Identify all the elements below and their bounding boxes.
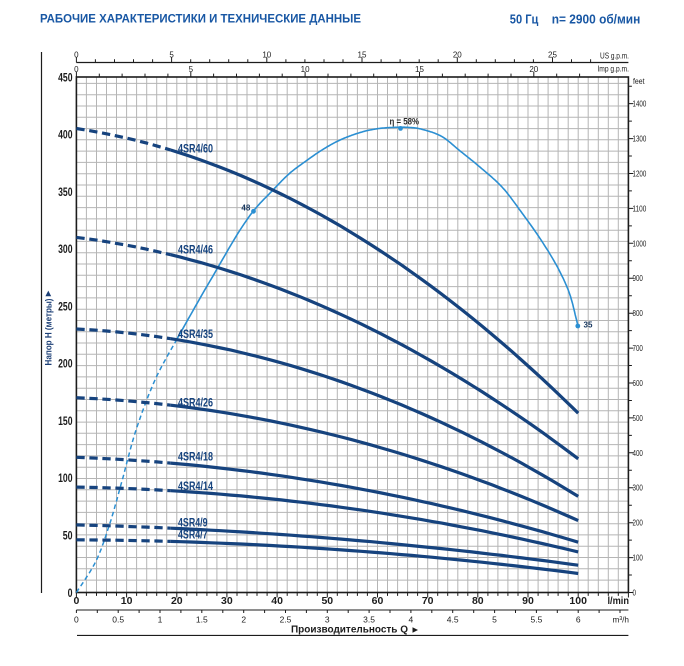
svg-text:1.5: 1.5 xyxy=(196,615,208,625)
svg-text:1400: 1400 xyxy=(633,99,647,109)
svg-text:50: 50 xyxy=(63,531,73,543)
svg-text:4SR4/35: 4SR4/35 xyxy=(178,327,213,341)
svg-text:n= 2900 об/мин: n= 2900 об/мин xyxy=(552,12,641,27)
svg-text:500: 500 xyxy=(633,413,644,423)
svg-text:3.5: 3.5 xyxy=(363,615,375,625)
svg-text:300: 300 xyxy=(58,244,72,256)
svg-text:20: 20 xyxy=(453,50,462,59)
svg-text:0: 0 xyxy=(74,65,79,74)
svg-text:800: 800 xyxy=(633,308,644,318)
svg-text:2: 2 xyxy=(241,615,246,625)
svg-text:1100: 1100 xyxy=(633,203,647,213)
svg-text:l/min: l/min xyxy=(608,595,630,607)
svg-text:0: 0 xyxy=(73,595,79,607)
svg-text:3: 3 xyxy=(325,615,330,625)
svg-text:100: 100 xyxy=(633,553,644,563)
svg-text:900: 900 xyxy=(633,273,644,283)
svg-text:700: 700 xyxy=(633,343,644,353)
svg-text:4SR4/9: 4SR4/9 xyxy=(178,515,208,529)
svg-text:4SR4/26: 4SR4/26 xyxy=(178,396,213,410)
svg-text:4: 4 xyxy=(409,615,414,625)
svg-text:5: 5 xyxy=(169,50,174,59)
svg-text:400: 400 xyxy=(633,448,644,458)
svg-text:4SR4/46: 4SR4/46 xyxy=(178,243,213,257)
svg-text:80: 80 xyxy=(472,595,484,607)
svg-text:4SR4/18: 4SR4/18 xyxy=(178,450,213,464)
svg-text:25: 25 xyxy=(548,50,557,59)
svg-text:20: 20 xyxy=(529,65,538,74)
svg-text:1: 1 xyxy=(158,615,163,625)
svg-text:US g.p.m.: US g.p.m. xyxy=(600,51,629,61)
svg-text:6: 6 xyxy=(576,615,581,625)
svg-text:50 Гц: 50 Гц xyxy=(510,12,539,27)
svg-text:5.5: 5.5 xyxy=(530,615,542,625)
svg-text:10: 10 xyxy=(121,595,133,607)
svg-text:2.5: 2.5 xyxy=(280,615,292,625)
svg-text:Напор H (метры): Напор H (метры) xyxy=(43,299,53,366)
svg-text:200: 200 xyxy=(633,518,644,528)
svg-text:10: 10 xyxy=(301,65,310,74)
svg-text:1000: 1000 xyxy=(633,238,647,248)
svg-text:35: 35 xyxy=(584,321,593,330)
svg-text:4SR4/14: 4SR4/14 xyxy=(178,479,213,493)
svg-text:0.5: 0.5 xyxy=(112,615,124,625)
svg-text:350: 350 xyxy=(58,187,72,199)
svg-text:100: 100 xyxy=(58,473,72,485)
svg-text:450: 450 xyxy=(58,72,72,84)
svg-text:0: 0 xyxy=(68,588,73,600)
svg-text:4SR4/60: 4SR4/60 xyxy=(178,141,213,155)
svg-text:15: 15 xyxy=(358,50,367,59)
svg-text:250: 250 xyxy=(58,301,72,313)
svg-text:Imp g.p.m.: Imp g.p.m. xyxy=(597,64,629,74)
svg-text:1300: 1300 xyxy=(633,134,647,144)
svg-text:70: 70 xyxy=(422,595,434,607)
svg-text:100: 100 xyxy=(569,595,587,607)
svg-text:50: 50 xyxy=(321,595,333,607)
svg-text:300: 300 xyxy=(633,483,644,493)
svg-text:200: 200 xyxy=(58,359,72,371)
svg-text:150: 150 xyxy=(58,416,72,428)
svg-text:20: 20 xyxy=(171,595,183,607)
svg-text:90: 90 xyxy=(522,595,534,607)
svg-text:30: 30 xyxy=(221,595,233,607)
svg-text:60: 60 xyxy=(372,595,384,607)
svg-text:1200: 1200 xyxy=(633,169,647,179)
svg-text:4SR4/7: 4SR4/7 xyxy=(178,528,208,542)
svg-text:15: 15 xyxy=(415,65,424,74)
svg-text:Производительность Q: Производительность Q xyxy=(291,624,408,636)
svg-text:600: 600 xyxy=(633,378,644,388)
svg-text:40: 40 xyxy=(271,595,283,607)
svg-text:0: 0 xyxy=(74,615,79,625)
svg-text:η = 58%: η = 58% xyxy=(390,117,420,127)
svg-text:48: 48 xyxy=(241,203,250,212)
svg-text:0: 0 xyxy=(633,588,637,598)
svg-text:m³/h: m³/h xyxy=(613,615,630,625)
svg-text:РАБОЧИЕ ХАРАКТЕРИСТИКИ И ТЕХНИ: РАБОЧИЕ ХАРАКТЕРИСТИКИ И ТЕХНИЧЕСКИЕ ДАН… xyxy=(40,12,361,26)
svg-text:10: 10 xyxy=(262,50,271,59)
svg-text:4.5: 4.5 xyxy=(447,615,459,625)
svg-text:0: 0 xyxy=(74,50,79,59)
svg-text:400: 400 xyxy=(58,130,72,142)
svg-text:feet: feet xyxy=(633,76,645,86)
svg-text:5: 5 xyxy=(189,65,194,74)
svg-text:5: 5 xyxy=(492,615,497,625)
